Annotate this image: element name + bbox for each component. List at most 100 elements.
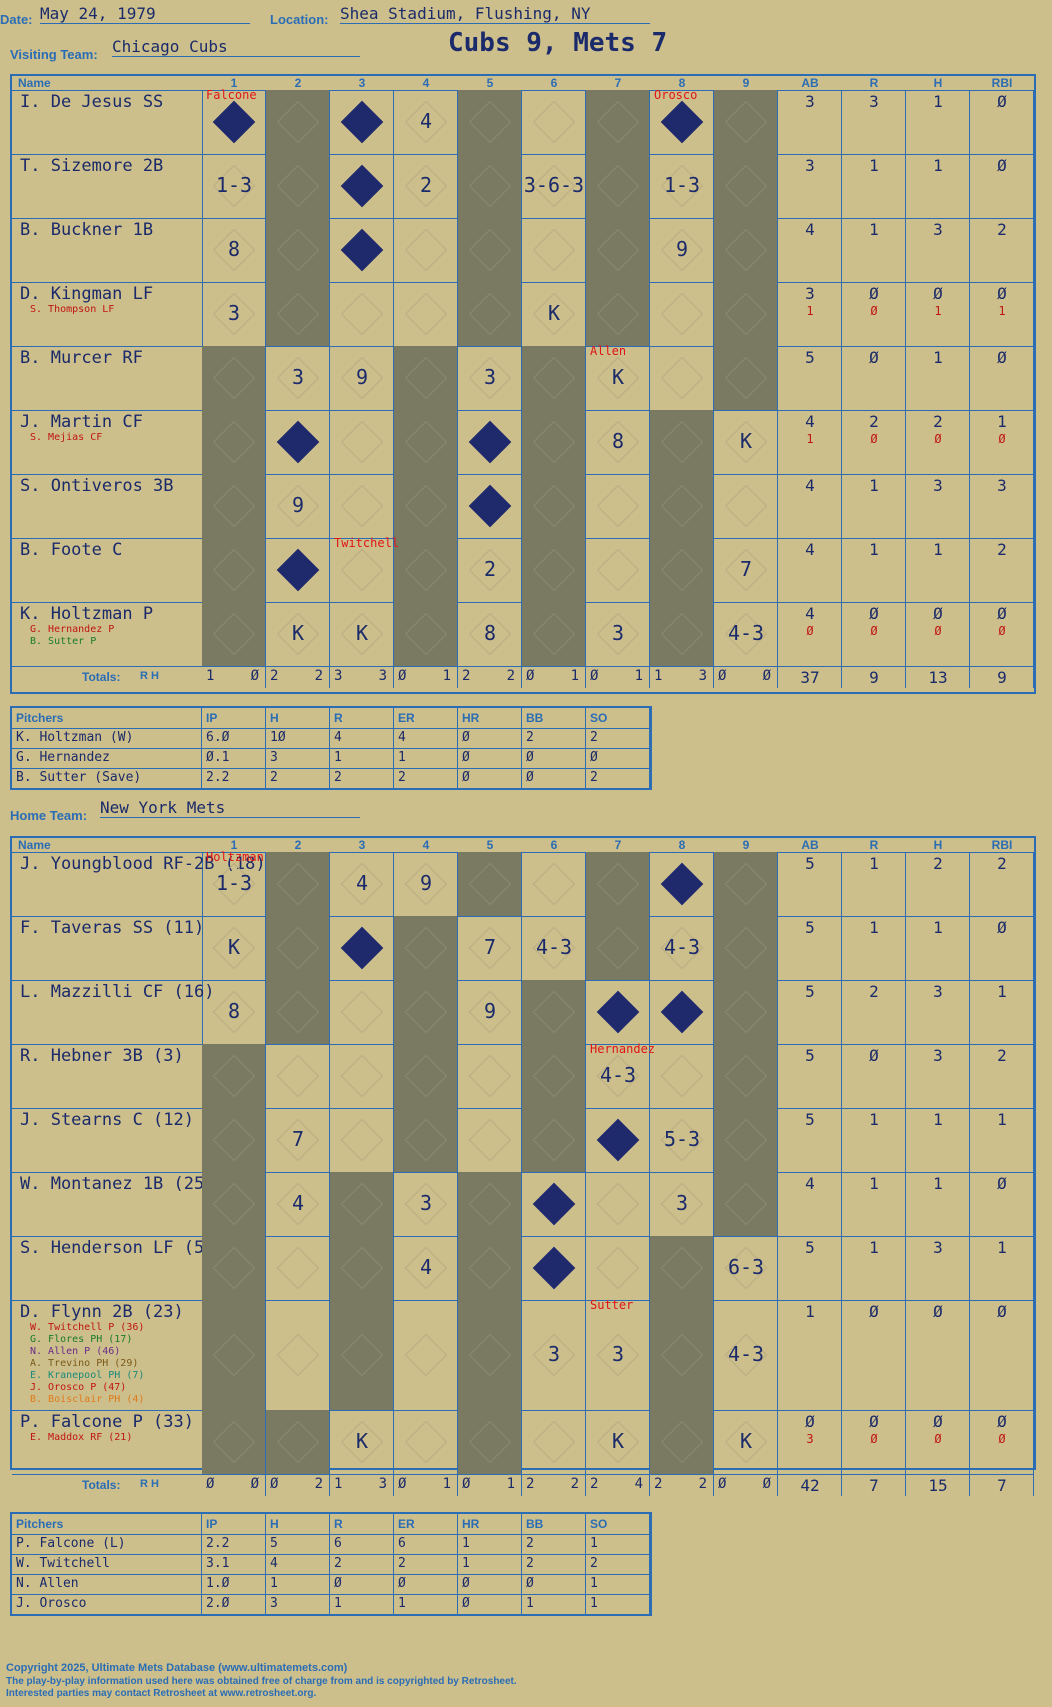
inning-cell[interactable] — [202, 1108, 266, 1172]
inning-cell[interactable] — [394, 538, 458, 602]
inning-cell[interactable] — [394, 218, 458, 282]
inning-cell[interactable]: K — [714, 1410, 778, 1474]
inning-cell[interactable] — [714, 282, 778, 346]
inning-cell[interactable] — [266, 410, 330, 474]
inning-cell[interactable] — [330, 1108, 394, 1172]
inning-cell[interactable] — [586, 852, 650, 916]
inning-cell[interactable] — [650, 90, 714, 154]
inning-cell[interactable] — [330, 1172, 394, 1236]
inning-cell[interactable] — [202, 1300, 266, 1410]
inning-cell[interactable] — [714, 154, 778, 218]
inning-cell[interactable] — [202, 1236, 266, 1300]
inning-cell[interactable] — [202, 474, 266, 538]
inning-cell[interactable] — [394, 1108, 458, 1172]
inning-cell[interactable] — [330, 90, 394, 154]
inning-cell[interactable] — [522, 346, 586, 410]
inning-cell[interactable] — [650, 1410, 714, 1474]
inning-cell[interactable] — [650, 410, 714, 474]
inning-cell[interactable] — [522, 538, 586, 602]
inning-cell[interactable] — [458, 852, 522, 916]
inning-cell[interactable] — [266, 90, 330, 154]
inning-cell[interactable] — [330, 980, 394, 1044]
inning-cell[interactable] — [458, 90, 522, 154]
inning-cell[interactable] — [202, 90, 266, 154]
inning-cell[interactable] — [522, 1172, 586, 1236]
inning-cell[interactable]: 4-3 — [650, 916, 714, 980]
inning-cell[interactable]: 4 — [266, 1172, 330, 1236]
inning-cell[interactable]: 9 — [394, 852, 458, 916]
inning-cell[interactable]: K — [522, 282, 586, 346]
inning-cell[interactable]: 6-3 — [714, 1236, 778, 1300]
inning-cell[interactable] — [522, 1236, 586, 1300]
inning-cell[interactable] — [330, 538, 394, 602]
inning-cell[interactable] — [266, 218, 330, 282]
inning-cell[interactable]: K — [330, 602, 394, 666]
inning-cell[interactable] — [650, 538, 714, 602]
inning-cell[interactable] — [266, 916, 330, 980]
inning-cell[interactable]: 3 — [202, 282, 266, 346]
inning-cell[interactable] — [714, 90, 778, 154]
inning-cell[interactable] — [714, 474, 778, 538]
inning-cell[interactable] — [650, 346, 714, 410]
inning-cell[interactable] — [458, 282, 522, 346]
inning-cell[interactable]: K — [266, 602, 330, 666]
inning-cell[interactable]: 7 — [266, 1108, 330, 1172]
inning-cell[interactable]: 4 — [330, 852, 394, 916]
inning-cell[interactable] — [330, 218, 394, 282]
inning-cell[interactable] — [458, 218, 522, 282]
inning-cell[interactable]: 4-3 — [522, 916, 586, 980]
inning-cell[interactable]: 1-3 — [650, 154, 714, 218]
inning-cell[interactable] — [650, 980, 714, 1044]
inning-cell[interactable] — [586, 218, 650, 282]
inning-cell[interactable] — [586, 916, 650, 980]
inning-cell[interactable] — [330, 154, 394, 218]
inning-cell[interactable] — [458, 1044, 522, 1108]
inning-cell[interactable]: 9 — [266, 474, 330, 538]
inning-cell[interactable] — [458, 474, 522, 538]
inning-cell[interactable] — [394, 916, 458, 980]
inning-cell[interactable]: 4-3 — [586, 1044, 650, 1108]
inning-cell[interactable] — [266, 538, 330, 602]
inning-cell[interactable] — [330, 474, 394, 538]
inning-cell[interactable] — [458, 154, 522, 218]
inning-cell[interactable]: 3 — [586, 602, 650, 666]
inning-cell[interactable] — [202, 602, 266, 666]
inning-cell[interactable]: 3 — [394, 1172, 458, 1236]
inning-cell[interactable] — [650, 602, 714, 666]
inning-cell[interactable]: 1-3 — [202, 852, 266, 916]
inning-cell[interactable] — [586, 538, 650, 602]
inning-cell[interactable] — [266, 852, 330, 916]
inning-cell[interactable] — [394, 410, 458, 474]
inning-cell[interactable] — [202, 410, 266, 474]
inning-cell[interactable] — [714, 218, 778, 282]
inning-cell[interactable] — [522, 474, 586, 538]
inning-cell[interactable]: 3 — [650, 1172, 714, 1236]
inning-cell[interactable] — [586, 1236, 650, 1300]
inning-cell[interactable]: 1-3 — [202, 154, 266, 218]
inning-cell[interactable] — [394, 346, 458, 410]
inning-cell[interactable]: 7 — [714, 538, 778, 602]
inning-cell[interactable] — [458, 1108, 522, 1172]
inning-cell[interactable] — [394, 282, 458, 346]
inning-cell[interactable] — [586, 980, 650, 1044]
inning-cell[interactable] — [714, 980, 778, 1044]
inning-cell[interactable] — [330, 1044, 394, 1108]
inning-cell[interactable] — [394, 474, 458, 538]
inning-cell[interactable] — [266, 980, 330, 1044]
inning-cell[interactable] — [330, 916, 394, 980]
inning-cell[interactable] — [522, 980, 586, 1044]
inning-cell[interactable] — [394, 1410, 458, 1474]
inning-cell[interactable] — [266, 1236, 330, 1300]
inning-cell[interactable] — [714, 346, 778, 410]
inning-cell[interactable] — [714, 916, 778, 980]
inning-cell[interactable] — [650, 1300, 714, 1410]
inning-cell[interactable]: 3 — [522, 1300, 586, 1410]
inning-cell[interactable] — [522, 1410, 586, 1474]
inning-cell[interactable] — [266, 1044, 330, 1108]
inning-cell[interactable]: 4-3 — [714, 602, 778, 666]
inning-cell[interactable]: 8 — [202, 980, 266, 1044]
inning-cell[interactable] — [202, 346, 266, 410]
inning-cell[interactable]: 9 — [458, 980, 522, 1044]
inning-cell[interactable] — [394, 1300, 458, 1410]
inning-cell[interactable]: K — [202, 916, 266, 980]
